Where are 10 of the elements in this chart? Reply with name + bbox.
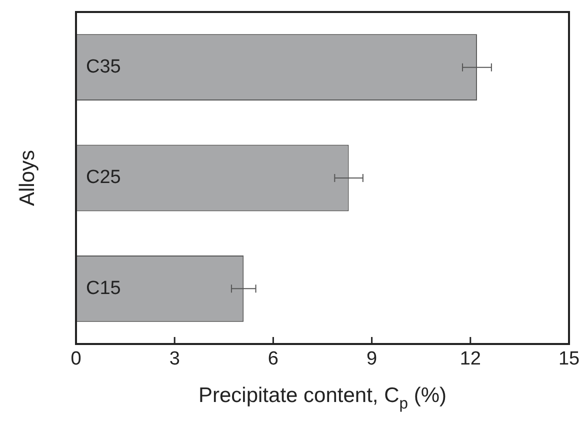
y-tick-label: C15 <box>86 278 121 299</box>
y-axis-title: Alloys <box>16 150 39 206</box>
y-tick-label: C35 <box>86 56 121 78</box>
x-tick-label: 9 <box>366 348 378 370</box>
x-tick-label: 0 <box>70 348 82 370</box>
x-tick-label: 6 <box>268 348 278 370</box>
x-tick-label: 12 <box>460 348 481 370</box>
y-tick-label: C25 <box>86 167 121 188</box>
x-tick-label: 15 <box>558 348 580 370</box>
x-tick-label: 3 <box>169 348 180 370</box>
